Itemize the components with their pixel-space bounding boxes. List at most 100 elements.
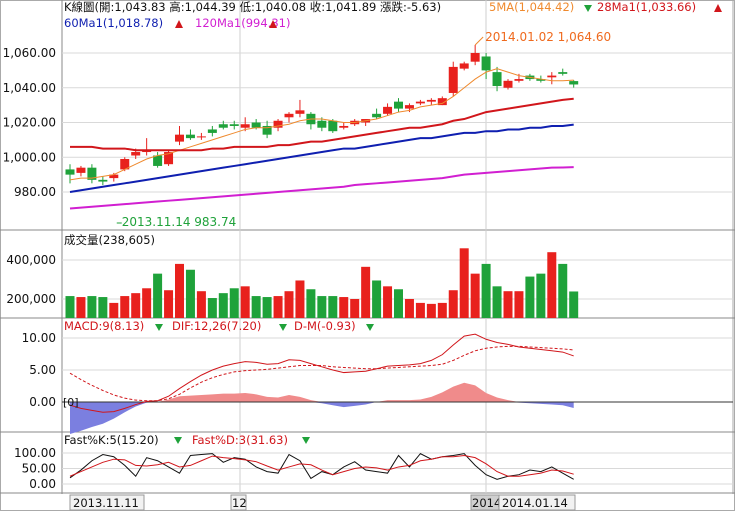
volume-bar [306,289,316,318]
candle [87,164,97,184]
y-tick-label: 1,060.00 [3,46,56,60]
volume-bar [437,302,447,318]
candle-body [229,124,239,126]
candle-body [262,125,272,135]
candle-body [437,98,447,106]
volume-bar [218,293,228,318]
candle-body [470,53,480,62]
volume-bar [185,269,195,318]
candle-body [98,179,108,182]
y-tick-label: 5.00 [29,363,56,377]
volume-bar [229,288,239,318]
candle [207,125,217,137]
y-tick-label: 1,000.00 [3,150,56,164]
candle [372,108,382,120]
x-axis-dates: 2013.11.11 12 2014 2014.01.14 [69,494,576,511]
volume-bar [196,291,206,318]
macd-down-arrow-icon [155,324,163,331]
ma-line-120Ma1 [69,166,574,210]
volume-bar [404,299,414,318]
y-tick-label: 1,020.00 [3,116,56,130]
candle-body [448,66,458,93]
volume-bar [350,299,360,318]
volume-bar [459,248,469,318]
ma-line-60Ma1 [69,123,574,193]
y-tick-label: 50.00 [22,462,56,476]
candle [65,164,75,184]
candle [426,98,436,106]
candle [547,72,557,85]
volume-bar [481,263,491,318]
high-pointer [474,36,484,46]
candle [240,117,250,132]
candle [295,99,305,118]
macd-label: MACD:9(8.13) [64,319,144,333]
candle [142,138,152,156]
candle-body [459,63,469,69]
volume-bar [339,297,349,318]
candle [481,53,491,80]
volume-bar [383,286,393,318]
volume-bar [415,302,425,318]
candle [153,152,163,168]
ma120-legend: 120Ma1(994.31) [195,16,290,30]
candle-body [109,174,119,179]
candle-body [218,124,228,128]
candle-body [164,152,174,165]
date-label-year: 2014 [472,496,501,510]
volume-bar [131,293,141,318]
volume-bar [470,273,480,318]
candle-body [251,122,261,128]
candlesticks [65,45,579,186]
candle-body [426,99,436,102]
macd-negative-area [70,402,574,434]
volume-bar [328,296,338,318]
candle [470,45,480,66]
candle-body [76,167,86,173]
candle [229,120,239,130]
candle-body [514,79,524,81]
y-tick-label: 980.00 [14,185,56,199]
candle-body [372,113,382,118]
y-tick-label: 1,040.00 [3,81,56,95]
volume-bar [525,276,535,318]
volume-bar [76,297,86,318]
candle-body [175,134,184,142]
candle [185,129,195,140]
candle [448,61,458,97]
dm-label: D-M(-0.93) [294,319,356,333]
volume-bar [295,280,305,318]
kd-lines [69,452,574,480]
candle-body [547,75,557,78]
candle-body [240,124,250,128]
macd-line-MACD [69,345,574,402]
kd-line-Fast%D [69,454,574,477]
candle-body [339,125,349,128]
ma5-legend: 5MA(1,044.42) [489,0,574,14]
candle-body [404,105,414,109]
volume-bar [164,290,174,318]
dm-down-arrow-icon [366,324,374,331]
candle [492,66,502,92]
candle-body [394,101,403,109]
ma60-up-arrow-icon [175,20,183,28]
volume-bar [514,291,524,318]
candle [339,122,349,130]
volume-bar [317,296,327,318]
high-annotation: 2014.01.02 1,064.60 [485,30,611,44]
ma28-legend: 28Ma1(1,033.66) [597,0,696,14]
volume-bar [372,280,382,318]
volume-bar [547,252,557,318]
ma5-down-arrow-icon [584,5,592,12]
volume-bar [361,266,371,318]
volume-bar [503,291,513,318]
macd-positive-area [70,382,574,402]
dif-label: DIF:12,26(7.20) [172,319,261,333]
fast-d-down-arrow-icon [302,437,310,444]
volume-bar [426,303,436,318]
candle [383,103,393,116]
candle-body [131,152,141,156]
volume-bar [492,286,502,318]
y-tick-labels: 980.00 1,000.00 1,020.00 1,040.00 1,060.00 20… [3,46,56,491]
